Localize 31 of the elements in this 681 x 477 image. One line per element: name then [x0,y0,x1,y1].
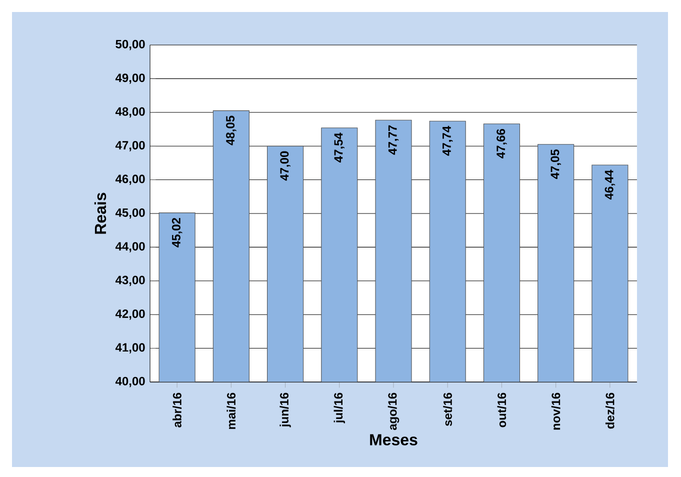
y-tick-label: 44,00 [115,242,145,252]
data-label: 47,00 [280,151,290,181]
data-label: 47,54 [334,132,344,162]
data-label: 45,02 [172,218,182,248]
y-tick-label: 49,00 [115,74,145,84]
y-tick-label: 41,00 [115,343,145,354]
y-tick-label: 45,00 [115,208,145,219]
y-tick-label: 50,00 [116,40,145,50]
y-tick-label: 47,00 [115,140,145,152]
x-tick-label: mai/16 [226,392,236,429]
data-label: 47,77 [388,125,399,155]
y-tick-label: 40,00 [115,376,145,388]
x-tick-label: ago/16 [388,392,400,430]
x-tick-label: nov/16 [551,392,560,430]
x-tick-label: out/16 [497,392,506,428]
data-label: 47,05 [550,149,561,179]
x-tick-label: abr/16 [172,392,182,428]
x-tick-label: dez/16 [605,392,614,429]
data-label: 48,05 [226,116,236,146]
y-axis-title: Reais [94,192,106,234]
x-tick-label: set/16 [443,392,452,426]
y-tick-label: 46,00 [115,174,145,185]
x-tick-label: jun/16 [280,392,291,428]
data-label: 47,66 [496,129,507,158]
x-axis-title: Meses [370,434,418,446]
data-label: 46,44 [604,170,616,200]
y-tick-label: 43,00 [115,276,145,286]
x-tick-label: jul/16 [334,392,345,424]
y-tick-label: 42,00 [115,309,145,320]
y-tick-label: 48,00 [115,107,145,118]
data-label: 47,74 [442,126,453,156]
